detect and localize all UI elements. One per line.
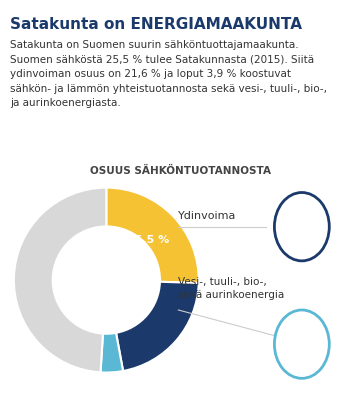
Text: Ydinvoima: Ydinvoima [178,211,237,221]
Text: OSUUS SÄHKÖNTUOTANNOSTA: OSUUS SÄHKÖNTUOTANNOSTA [90,166,271,177]
Text: 3,9 %: 3,9 % [287,339,317,349]
Text: 25,5 %: 25,5 % [127,235,169,245]
Wedge shape [14,188,106,372]
Text: Satakunta on Suomen suurin sähköntuottajamaakunta.
Suomen sähköstä 25,5 % tulee : Satakunta on Suomen suurin sähköntuottaj… [10,40,327,108]
Text: 21,6 %: 21,6 % [283,222,320,232]
Wedge shape [100,333,123,372]
Wedge shape [106,188,199,283]
Text: Satakunta on ENERGIAMAAKUNTA: Satakunta on ENERGIAMAAKUNTA [10,17,302,32]
Circle shape [274,193,329,261]
Wedge shape [116,282,199,371]
Circle shape [274,310,329,378]
Text: Vesi-, tuuli-, bio-,
sekä aurinkoenergia: Vesi-, tuuli-, bio-, sekä aurinkoenergia [178,277,285,300]
